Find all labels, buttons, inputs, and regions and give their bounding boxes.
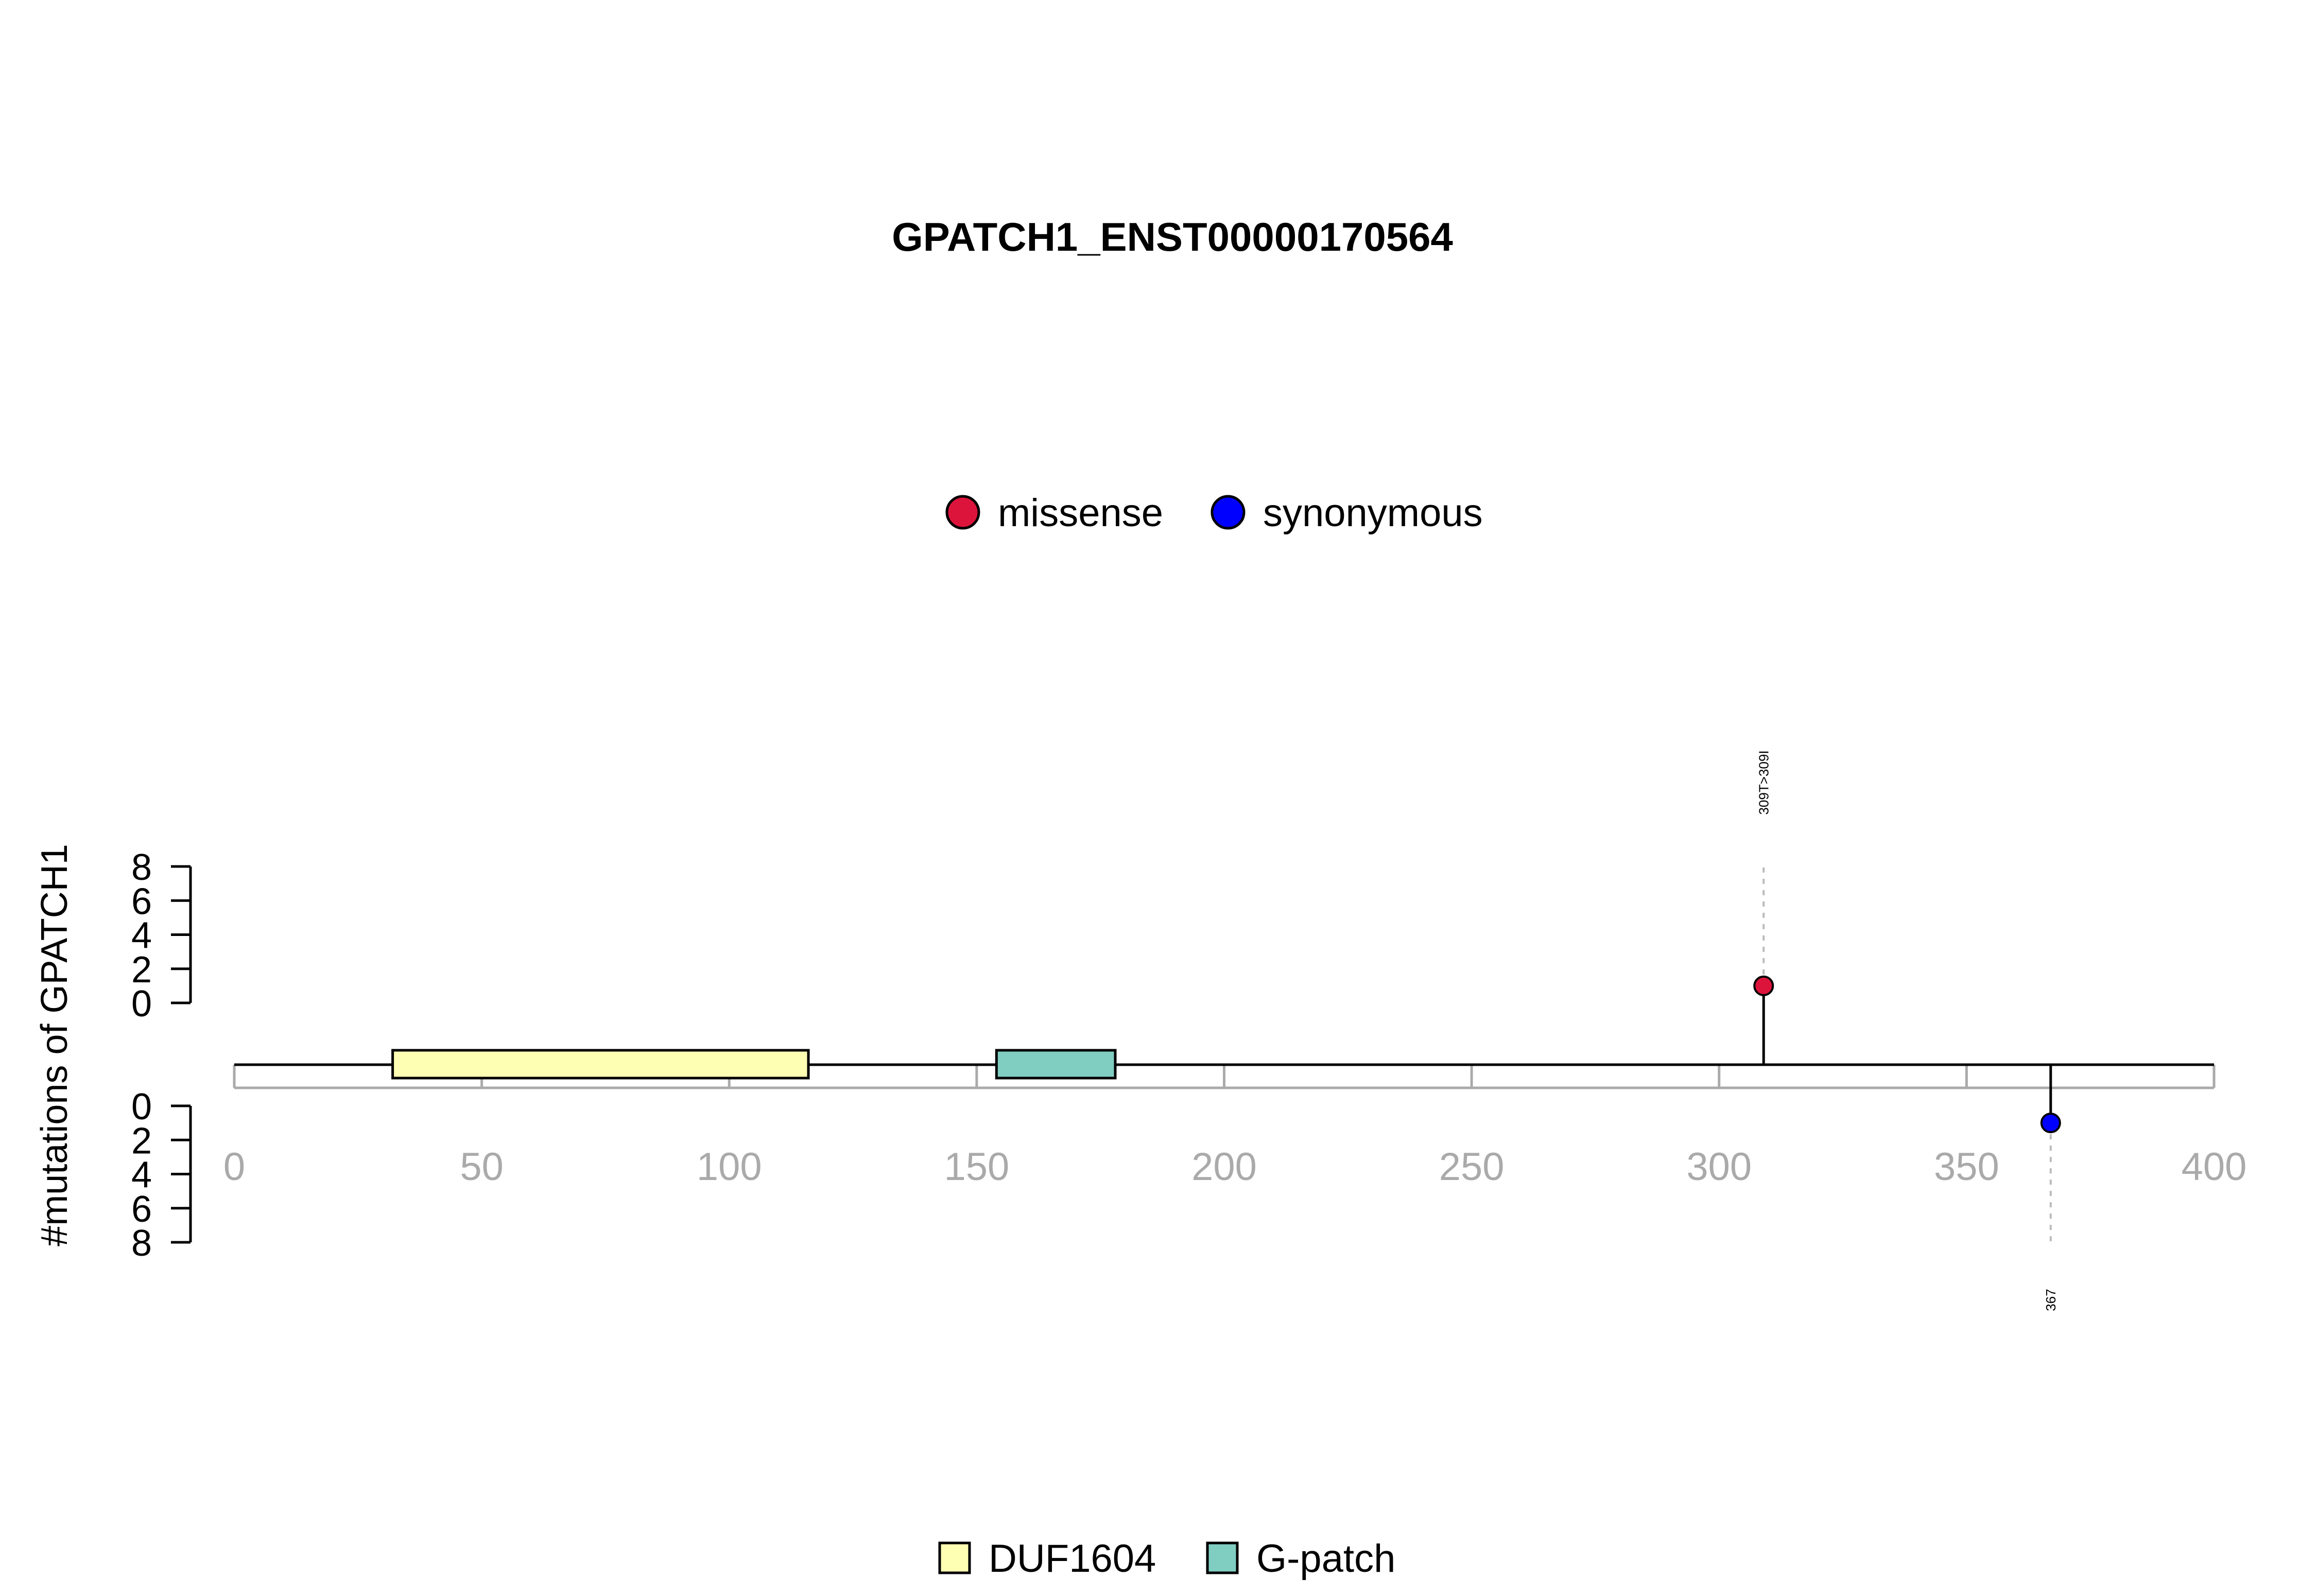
- y-tick-label-top: 2: [131, 949, 152, 991]
- y-tick-label-bottom: 0: [131, 1086, 152, 1127]
- mutation-label: 367: [2043, 1289, 2059, 1311]
- legend-label-missense: missense: [998, 491, 1163, 535]
- y-tick-label-top: 0: [131, 983, 152, 1025]
- mutation-markers: 309T>309I 367: [1753, 750, 2061, 1311]
- y-tick-label-top: 4: [131, 915, 152, 957]
- y-tick-label-bottom: 8: [131, 1223, 152, 1264]
- x-tick-label: 300: [1686, 1145, 1752, 1189]
- y-tick-label-bottom: 4: [131, 1155, 152, 1196]
- domain-DUF1604: [391, 1049, 810, 1080]
- x-tick-label: 0: [223, 1145, 245, 1189]
- legend-label-DUF1604: DUF1604: [989, 1537, 1156, 1581]
- mutation-point-missense: [1753, 975, 1774, 996]
- y-tick-label-top: 8: [131, 847, 152, 888]
- legend-marker-missense: [945, 495, 980, 530]
- x-axis: 0 50 100 150 200 250 300 350 400: [223, 1065, 2247, 1189]
- y-tick-label-bottom: 2: [131, 1120, 152, 1161]
- x-tick-label: 350: [1934, 1145, 1999, 1189]
- legend-label-synonymous: synonymous: [1263, 491, 1483, 535]
- domain-legend: DUF1604 G-patch: [938, 1537, 1395, 1581]
- mutation-label: 309T>309I: [1756, 750, 1771, 814]
- legend-swatch-DUF1604: [938, 1541, 971, 1574]
- x-tick-label: 250: [1439, 1145, 1505, 1189]
- x-tick-label: 50: [460, 1145, 504, 1189]
- chart-title: GPATCH1_ENST00000170564: [892, 214, 1453, 259]
- x-tick-label: 150: [944, 1145, 1009, 1189]
- y-tick-label-bottom: 6: [131, 1189, 152, 1230]
- legend-swatch-G-patch: [1206, 1541, 1239, 1574]
- x-tick-label: 400: [2182, 1145, 2247, 1189]
- legend-label-G-patch: G-patch: [1256, 1537, 1395, 1581]
- x-tick-label: 100: [697, 1145, 762, 1189]
- y-axis-label: #mutations of GPATCH1: [34, 844, 75, 1246]
- x-tick-label: 200: [1191, 1145, 1257, 1189]
- domain-G-patch: [995, 1049, 1117, 1080]
- mutation-legend: missense synonymous: [945, 491, 1483, 535]
- y-tick-label-top: 6: [131, 881, 152, 922]
- legend-marker-synonymous: [1211, 495, 1246, 530]
- mutation-point-synonymous: [2040, 1113, 2061, 1134]
- protein-domains: [391, 1049, 1117, 1080]
